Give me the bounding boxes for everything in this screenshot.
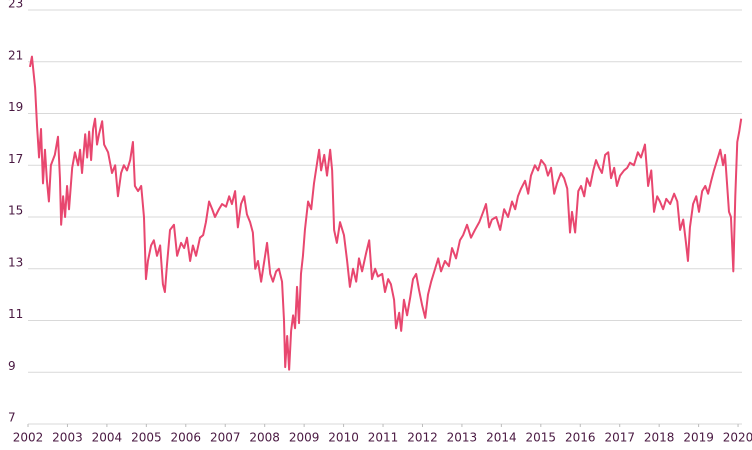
- y-tick-label: 9: [8, 359, 16, 373]
- x-tick-label: 2003: [52, 431, 83, 445]
- x-tick-label: 2012: [407, 431, 438, 445]
- x-tick-label: 2007: [210, 431, 241, 445]
- x-tick-label: 2020: [723, 431, 752, 445]
- x-tick-label: 2006: [171, 431, 202, 445]
- x-tick-label: 2018: [644, 431, 675, 445]
- y-tick-label: 21: [8, 48, 23, 62]
- y-tick-label: 23: [8, 0, 23, 11]
- x-tick-label: 2011: [368, 431, 399, 445]
- x-tick-label: 2019: [683, 431, 714, 445]
- x-tick-label: 2005: [131, 431, 162, 445]
- x-tick-label: 2008: [249, 431, 280, 445]
- x-tick-label: 2016: [565, 431, 596, 445]
- x-tick-label: 2010: [328, 431, 359, 445]
- x-tick-label: 2004: [92, 431, 123, 445]
- y-tick-label: 15: [8, 204, 23, 218]
- x-tick-label: 2017: [604, 431, 635, 445]
- x-tick-label: 2009: [289, 431, 320, 445]
- x-tick-label: 2015: [526, 431, 557, 445]
- y-tick-label: 11: [8, 307, 23, 321]
- data-line: [28, 55, 743, 371]
- y-tick-label: 17: [8, 152, 23, 166]
- x-tick-label: 2002: [13, 431, 44, 445]
- y-tick-label: 19: [8, 100, 23, 114]
- y-tick-label: 7: [8, 411, 16, 425]
- y-tick-label: 13: [8, 255, 23, 269]
- x-tick-label: 2013: [447, 431, 478, 445]
- x-tick-label: 2014: [486, 431, 517, 445]
